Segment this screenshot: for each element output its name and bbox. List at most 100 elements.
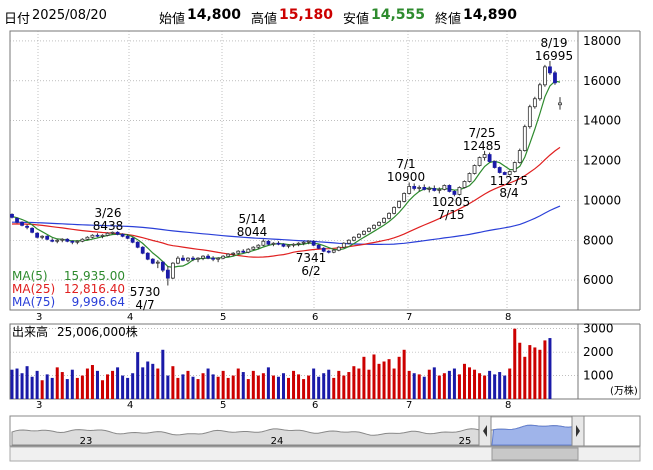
volume-bar bbox=[35, 370, 39, 399]
volume-bar bbox=[126, 377, 130, 399]
volume-bar bbox=[538, 349, 542, 399]
volume-bar bbox=[266, 367, 270, 399]
candle-body bbox=[372, 224, 376, 229]
volume-bar bbox=[498, 372, 502, 399]
volume-bar bbox=[473, 369, 477, 399]
volume-bar bbox=[216, 376, 220, 399]
volume-bar bbox=[357, 368, 361, 399]
candle-body bbox=[527, 106, 532, 128]
volume-bar bbox=[352, 366, 356, 399]
annotation-date: 3/26 bbox=[95, 206, 122, 220]
candle-body bbox=[25, 225, 29, 228]
volume-bar bbox=[287, 377, 291, 399]
volume-bar bbox=[25, 366, 29, 399]
volume-bar bbox=[412, 373, 416, 399]
candle-body bbox=[377, 221, 381, 226]
candle-body bbox=[276, 242, 281, 245]
annotation-date: 4/7 bbox=[135, 298, 154, 312]
volume-bar bbox=[337, 370, 341, 399]
x-tick-label: 3 bbox=[36, 400, 42, 411]
candle-body bbox=[256, 244, 261, 248]
candle-body bbox=[558, 102, 562, 106]
candle-body bbox=[362, 230, 366, 235]
candle-body bbox=[65, 238, 70, 242]
open-value: 14,800 bbox=[187, 7, 242, 23]
chevron-left-icon bbox=[483, 425, 487, 437]
candle-body bbox=[160, 261, 165, 271]
candle-body bbox=[105, 232, 110, 236]
candle-body bbox=[70, 240, 75, 243]
candle-body bbox=[477, 157, 482, 166]
candle-body bbox=[502, 172, 507, 175]
candle-body bbox=[346, 239, 351, 244]
volume-bar bbox=[161, 349, 165, 399]
volume-bar bbox=[231, 375, 235, 399]
volume-bar bbox=[508, 368, 512, 399]
volume-bar bbox=[362, 356, 366, 399]
price-y-tick-label: 12000 bbox=[583, 154, 621, 168]
annotation-date: 7/25 bbox=[469, 126, 496, 140]
volume-bar bbox=[342, 375, 346, 399]
volume-bar bbox=[432, 367, 436, 399]
candle-body bbox=[407, 186, 412, 194]
navigator-year-label: 24 bbox=[271, 436, 284, 447]
x-tick-label: 5 bbox=[220, 312, 226, 323]
candle-body bbox=[50, 239, 55, 242]
candle-body bbox=[15, 217, 19, 223]
ma75-legend-value: 9,996.64 bbox=[72, 295, 125, 309]
volume-bar bbox=[302, 379, 306, 399]
volume-bar bbox=[297, 374, 301, 399]
volume-bar bbox=[462, 363, 466, 399]
candle-body bbox=[487, 154, 492, 162]
navigator-scrollbar-thumb[interactable] bbox=[491, 447, 579, 461]
ma25-line bbox=[11, 146, 561, 258]
ma5-legend-label: MA(5) bbox=[12, 269, 48, 283]
candle-body bbox=[266, 240, 271, 245]
volume-bar bbox=[382, 361, 386, 399]
candle-body bbox=[211, 257, 216, 260]
volume-bar bbox=[392, 368, 396, 399]
close-label: 終値 bbox=[435, 12, 462, 27]
volume-bar bbox=[201, 373, 205, 399]
candle-body bbox=[457, 187, 462, 195]
volume-bar bbox=[171, 366, 175, 399]
volume-bar bbox=[80, 375, 84, 399]
volume-bar bbox=[372, 354, 376, 399]
x-tick-label: 5 bbox=[220, 400, 226, 411]
volume-bar bbox=[367, 369, 371, 399]
x-tick-label: 4 bbox=[127, 312, 133, 323]
annotation-date: 8/4 bbox=[499, 186, 518, 200]
candle-body bbox=[482, 154, 487, 158]
candle-body bbox=[532, 98, 537, 108]
volume-bar bbox=[90, 365, 94, 399]
candle-body bbox=[226, 253, 231, 257]
candle-body bbox=[331, 249, 336, 253]
volume-bar bbox=[478, 373, 482, 399]
annotation-value: 8044 bbox=[237, 225, 268, 239]
candle-body bbox=[95, 234, 100, 237]
ma5-legend-value: 15,935.00 bbox=[64, 269, 125, 283]
navigator-scrollbar-track[interactable] bbox=[9, 446, 641, 462]
candle-body bbox=[432, 188, 437, 191]
volume-bar bbox=[528, 345, 532, 399]
candle-body bbox=[281, 243, 286, 247]
candle-body bbox=[181, 257, 185, 261]
candle-body bbox=[447, 185, 452, 192]
volume-bar bbox=[131, 373, 135, 399]
volume-bar bbox=[533, 347, 537, 399]
candle-body bbox=[402, 193, 407, 202]
volume-bar bbox=[483, 375, 487, 399]
candle-body bbox=[150, 258, 155, 264]
volume-bar bbox=[332, 377, 336, 399]
high-label: 高値 bbox=[251, 12, 278, 27]
range-navigator[interactable]: 23 24 25 bbox=[9, 415, 641, 462]
candle-body bbox=[548, 66, 552, 74]
volume-bar bbox=[176, 377, 180, 399]
volume-title: 出来高 bbox=[12, 324, 48, 339]
price-y-tick-label: 16000 bbox=[583, 74, 621, 88]
annotation-date: 7/1 bbox=[396, 157, 415, 171]
candle-body bbox=[452, 191, 457, 195]
x-tick-label: 6 bbox=[312, 400, 318, 411]
price-y-tick-label: 6000 bbox=[583, 273, 614, 287]
volume-bar bbox=[221, 370, 225, 399]
